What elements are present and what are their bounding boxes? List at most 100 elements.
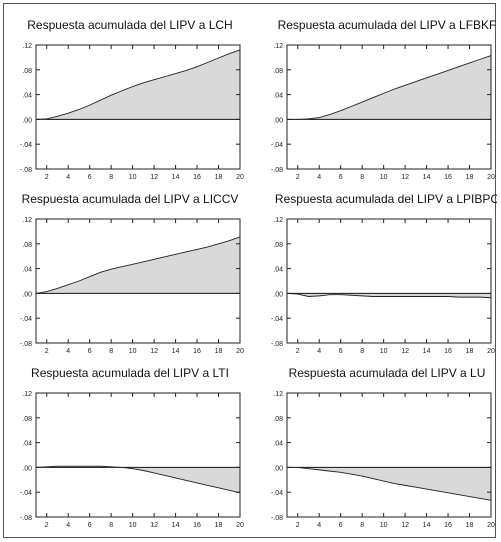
plot-frame	[286, 44, 492, 170]
impulse-response-figure: Respuesta acumulada del LIPV a LCH .12 .08…	[20, 18, 497, 529]
y-tick-label: .08	[22, 68, 32, 75]
y-tick-label: .08	[273, 68, 283, 75]
x-tick-label: 20	[487, 348, 495, 355]
x-tick-label: 4	[317, 348, 321, 355]
x-tick-label: 20	[236, 348, 244, 355]
figure-frame: Respuesta acumulada del LIPV a LCH .12 .08…	[3, 3, 497, 538]
x-tick-label: 20	[487, 174, 495, 181]
x-tick-label: 16	[444, 174, 452, 181]
y-tick-label: .00	[22, 291, 32, 298]
y-tick-label: .08	[22, 416, 32, 423]
chart-title: Respuesta acumulada del LIPV a LPIBPC	[275, 192, 497, 206]
y-tick-label: .04	[22, 267, 32, 274]
chart-title: Respuesta acumulada del LIPV a LFBKF	[278, 18, 497, 32]
x-tick-label: 20	[236, 174, 244, 181]
response-line	[35, 49, 241, 120]
y-tick-label: .04	[22, 441, 32, 448]
chart-panel-6: Respuesta acumulada del LIPV a LU .12 .08.…	[271, 366, 495, 529]
x-tick-label: 10	[380, 174, 388, 181]
y-tick-label: .00	[273, 291, 283, 298]
y-tick-label: .04	[22, 93, 32, 100]
x-tick-label: 10	[129, 174, 137, 181]
x-tick-label: 18	[215, 348, 223, 355]
y-tick-label: .12	[22, 217, 32, 224]
y-tick-label: -.04	[20, 142, 32, 149]
response-line	[35, 465, 241, 494]
x-tick-label: 12	[401, 522, 409, 529]
plot-frame	[35, 218, 241, 344]
x-tick-label: 12	[401, 348, 409, 355]
y-tick-label: .00	[273, 117, 283, 124]
chart-panel-1: Respuesta acumulada del LIPV a LCH .12 .08…	[20, 18, 244, 181]
y-tick-label: -.04	[271, 490, 283, 497]
y-tick-label: -.04	[20, 316, 32, 323]
x-tick-label: 16	[444, 522, 452, 529]
plot-frame	[286, 392, 492, 518]
y-tick-label: -.04	[271, 316, 283, 323]
x-tick-label: 8	[109, 174, 113, 181]
y-tick-label: .08	[22, 242, 32, 249]
y-tick-label: .12	[22, 43, 32, 50]
x-tick-label: 2	[296, 522, 300, 529]
x-tick-label: 18	[466, 174, 474, 181]
y-tick-label: -.04	[271, 142, 283, 149]
y-tick-label: .04	[273, 441, 283, 448]
response-area	[287, 467, 491, 501]
x-tick-label: 2	[45, 348, 49, 355]
y-tick-label: -.08	[271, 341, 283, 348]
y-tick-label: .08	[273, 416, 283, 423]
response-line	[35, 236, 241, 294]
x-tick-label: 10	[380, 522, 388, 529]
x-tick-label: 14	[172, 522, 180, 529]
x-tick-label: 8	[109, 522, 113, 529]
x-tick-label: 6	[339, 522, 343, 529]
x-tick-label: 8	[360, 522, 364, 529]
x-tick-label: 16	[193, 174, 201, 181]
chart-title: Respuesta acumulada del LIPV a LTI	[31, 366, 229, 380]
x-tick-label: 8	[360, 348, 364, 355]
y-tick-label: -.08	[271, 515, 283, 522]
plot-frame	[286, 218, 492, 344]
y-tick-label: -.08	[20, 341, 32, 348]
chart-title: Respuesta acumulada del LIPV a LU	[289, 366, 486, 380]
x-tick-label: 12	[150, 348, 158, 355]
response-line	[286, 292, 492, 299]
x-tick-label: 2	[45, 522, 49, 529]
chart-panel-2: Respuesta acumulada del LIPV a LFBKF .12.…	[271, 18, 496, 181]
y-tick-label: .04	[273, 93, 283, 100]
x-tick-label: 6	[88, 348, 92, 355]
x-tick-label: 8	[360, 174, 364, 181]
y-tick-label: .12	[22, 391, 32, 398]
plot-frame	[35, 44, 241, 170]
x-tick-label: 16	[193, 522, 201, 529]
response-area	[287, 55, 491, 120]
y-tick-label: .12	[273, 43, 283, 50]
x-tick-label: 18	[215, 174, 223, 181]
y-tick-label: .12	[273, 391, 283, 398]
x-tick-label: 8	[109, 348, 113, 355]
x-tick-label: 2	[296, 348, 300, 355]
x-tick-label: 6	[339, 348, 343, 355]
y-tick-label: -.04	[20, 490, 32, 497]
plot-frame	[35, 392, 241, 518]
x-tick-label: 14	[172, 348, 180, 355]
y-tick-label: .00	[273, 465, 283, 472]
x-tick-label: 20	[487, 522, 495, 529]
x-tick-label: 6	[88, 174, 92, 181]
chart-panel-3: Respuesta acumulada del LIPV a LICCV .12.…	[20, 192, 244, 355]
x-tick-label: 12	[150, 174, 158, 181]
x-tick-label: 10	[129, 522, 137, 529]
y-tick-label: .00	[22, 117, 32, 124]
y-tick-label: .00	[22, 465, 32, 472]
chart-title: Respuesta acumulada del LIPV a LICCV	[22, 192, 239, 206]
x-tick-label: 6	[88, 522, 92, 529]
x-tick-label: 18	[215, 522, 223, 529]
x-tick-label: 12	[401, 174, 409, 181]
x-tick-label: 2	[45, 174, 49, 181]
x-tick-label: 16	[444, 348, 452, 355]
response-line	[287, 466, 492, 501]
x-tick-label: 18	[466, 522, 474, 529]
chart-title: Respuesta acumulada del LIPV a LCH	[27, 18, 232, 32]
x-tick-label: 10	[380, 348, 388, 355]
x-tick-label: 4	[317, 522, 321, 529]
